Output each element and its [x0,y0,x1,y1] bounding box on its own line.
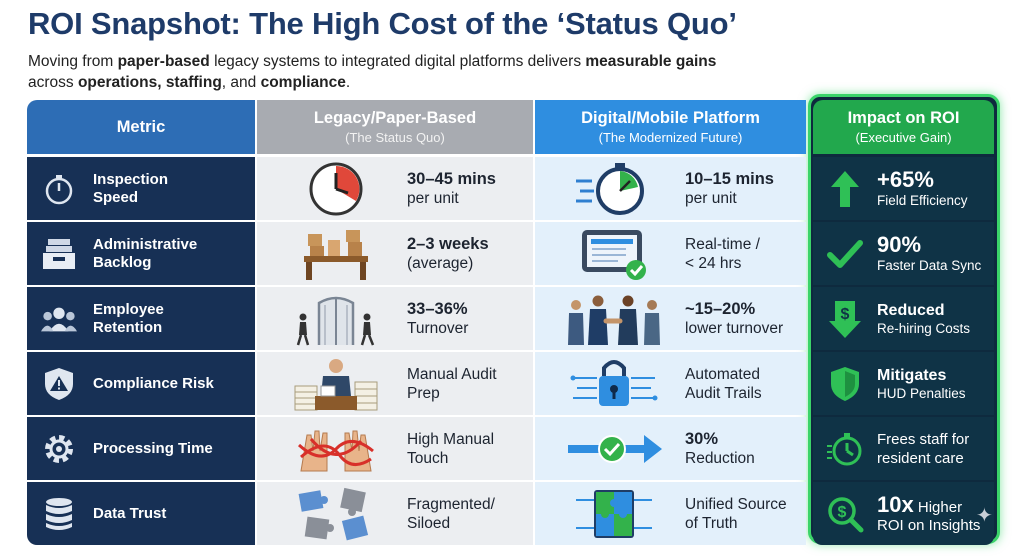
handshake-team-icon [555,291,673,347]
header-impact: Impact on ROI (Executive Gain) [813,100,994,154]
sparkle-icon: ✦ [976,505,993,527]
checkmark-icon [825,234,865,274]
desk-boxes-icon [277,226,395,282]
legacy-cell: 33–36% Turnover [257,287,533,350]
impact-cell: $ Reduced Re-hiring Costs [813,287,994,350]
red-tape-hands-icon [277,421,395,477]
digital-cell: ~15–20% lower turnover [535,287,806,350]
digital-cell: Real-time / < 24 hrs [535,222,806,285]
impact-cell: +65% Field Efficiency [813,157,994,220]
metric-cell: Compliance Risk [27,352,255,415]
legacy-cell: Manual Audit Prep [257,352,533,415]
stopwatch-icon [41,171,77,207]
svg-text:$: $ [838,504,847,521]
impact-cell: $ 10x Higher ROI on Insights [813,482,994,545]
timer-icon [825,429,865,469]
legacy-cell: 30–45 mins per unit [257,157,533,220]
page-subtitle: Moving from paper-based legacy systems t… [28,53,717,91]
header-metric: Metric [27,100,255,154]
metric-cell: Employee Retention [27,287,255,350]
digital-cell: Automated Audit Trails [535,352,806,415]
revolving-door-icon [277,291,395,347]
header-legacy: Legacy/Paper-Based (The Status Quo) [257,100,533,154]
people-group-icon [41,301,77,337]
inbox-tray-icon [41,236,77,272]
legacy-cell: High Manual Touch [257,417,533,480]
digital-cell: 30% Reduction [535,417,806,480]
table-row: Processing Time High Manual Touch 30% Redu… [0,417,1024,480]
tablet-check-icon [555,226,673,282]
dollar-down-icon: $ [825,299,865,339]
table-row: Administrative Backlog 2–3 weeks (average… [0,222,1024,285]
shield-check-icon [825,364,865,404]
digital-lock-icon [555,356,673,412]
impact-cell: 90% Faster Data Sync [813,222,994,285]
metric-cell: Processing Time [27,417,255,480]
paper-stacks-icon [277,356,395,412]
table-row: Data Trust Fragmented/Siloed Unified Sou… [0,482,1024,545]
shield-warning-icon [41,366,77,402]
up-arrow-icon [825,169,865,209]
metric-cell: Administrative Backlog [27,222,255,285]
impact-cell: Frees staff for resident care [813,417,994,480]
page-title: ROI Snapshot: The High Cost of the ‘Stat… [28,6,737,41]
legacy-cell: Fragmented/Siloed [257,482,533,545]
metric-cell: Data Trust [27,482,255,545]
impact-cell: Mitigates HUD Penalties [813,352,994,415]
clock-icon [277,161,395,217]
legacy-cell: 2–3 weeks (average) [257,222,533,285]
digital-cell: 10–15 mins per unit [535,157,806,220]
table-row: Employee Retention 33–36% Turnover ~15–20… [0,287,1024,350]
dollar-search-icon: $ [825,494,865,534]
metric-cell: Inspection Speed [27,157,255,220]
gear-icon [41,431,77,467]
fast-stopwatch-icon [555,161,673,217]
digital-cell: Unified Source of Truth [535,482,806,545]
table-row: Inspection Speed 30–45 mins per unit 10–1… [0,157,1024,220]
svg-text:$: $ [841,306,850,323]
database-icon [41,496,77,532]
scattered-puzzle-icon [277,486,395,542]
connected-puzzle-icon [555,486,673,542]
header-digital: Digital/Mobile Platform (The Modernized … [535,100,806,154]
table-row: Compliance Risk Manual Audit Prep Automat… [0,352,1024,415]
check-arrow-icon [555,421,673,477]
